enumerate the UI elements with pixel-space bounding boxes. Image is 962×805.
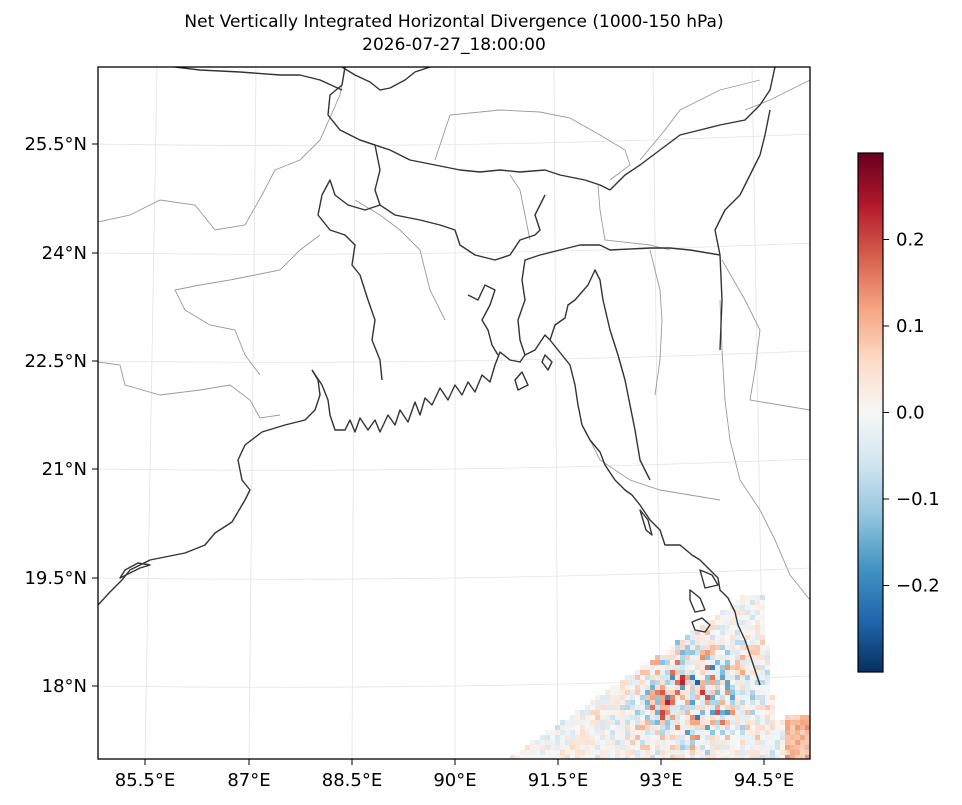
colorbar-ticks: 0.2 0.1 0.0 −0.1 −0.2 xyxy=(883,230,940,597)
colorbar-tick-label: 0.0 xyxy=(896,403,925,424)
lat-tick-label: 21°N xyxy=(42,459,87,480)
lat-tick-label: 19.5°N xyxy=(24,568,87,589)
colorbar-tick-label: 0.1 xyxy=(896,316,925,337)
map-frame xyxy=(97,66,811,760)
lon-tick-label: 88.5°E xyxy=(322,770,382,791)
lon-tick-label: 90°E xyxy=(433,770,476,791)
latitude-tick-labels: 25.5°N 24°N 22.5°N 21°N 19.5°N 18°N xyxy=(24,134,98,697)
lat-tick-label: 22.5°N xyxy=(24,351,87,372)
colorbar-tick-label: −0.2 xyxy=(896,576,940,597)
lat-tick-label: 18°N xyxy=(42,676,87,697)
lon-tick-label: 93°E xyxy=(639,770,682,791)
lon-tick-label: 87°E xyxy=(227,770,270,791)
lat-tick-label: 24°N xyxy=(42,243,87,264)
divergence-field xyxy=(510,595,810,759)
colorbar-tick-label: −0.1 xyxy=(896,489,940,510)
map-panel[interactable] xyxy=(98,67,815,760)
map-title: Net Vertically Integrated Horizontal Div… xyxy=(184,12,724,32)
coastline-and-borders xyxy=(98,67,776,686)
colorbar: 0.2 0.1 0.0 −0.1 −0.2 xyxy=(857,152,940,673)
lon-tick-label: 85.5°E xyxy=(115,770,175,791)
map-timestamp: 2026-07-27_18:00:00 xyxy=(362,35,546,55)
colorbar-gradient xyxy=(857,152,884,673)
lat-tick-label: 25.5°N xyxy=(24,134,87,155)
lon-tick-label: 94.5°E xyxy=(734,770,794,791)
lon-tick-label: 91.5°E xyxy=(528,770,588,791)
longitude-tick-labels: 85.5°E 87°E 88.5°E 90°E 91.5°E 93°E 94.5°E xyxy=(115,759,794,791)
colorbar-tick-label: 0.2 xyxy=(896,230,925,251)
state-borders xyxy=(98,67,810,601)
gridlines xyxy=(98,67,810,759)
